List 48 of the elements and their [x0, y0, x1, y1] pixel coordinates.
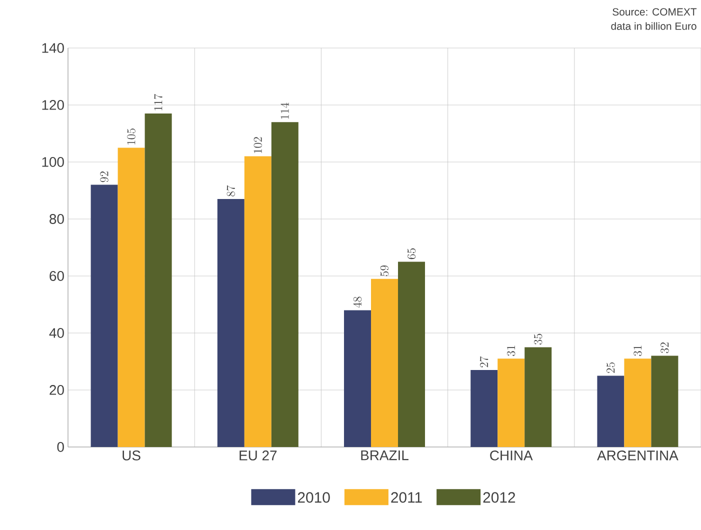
data-label: 65 [407, 248, 416, 260]
bar [118, 148, 145, 447]
bar [217, 199, 244, 447]
bar [524, 347, 552, 447]
x-tick-label: US [122, 450, 140, 460]
data-label: 25 [606, 362, 615, 373]
source-note: Source: COMEXT [612, 8, 697, 16]
y-tick-label: 80 [50, 214, 64, 224]
bar [144, 114, 172, 447]
x-tick-label: CHINA [490, 450, 533, 460]
data-label: 48 [353, 296, 362, 308]
x-tick-label: ARGENTINA [597, 450, 678, 460]
bar [470, 370, 498, 447]
y-tick-label: 20 [50, 385, 64, 395]
x-tick-label: BRAZIL [361, 450, 408, 460]
legend-label: 2012 [483, 492, 516, 503]
y-tick-label: 60 [50, 271, 64, 281]
data-label: 102 [254, 137, 262, 154]
bar [371, 278, 398, 447]
bar [271, 122, 298, 447]
y-tick-label: 0 [57, 442, 64, 452]
bar [90, 184, 118, 447]
data-label: 117 [154, 94, 162, 110]
data-label: 87 [226, 185, 236, 196]
y-tick-label: 100 [42, 157, 64, 167]
bar [344, 310, 371, 447]
data-label: 114 [280, 102, 289, 119]
y-tick-label: 140 [42, 43, 64, 53]
bar [651, 356, 678, 447]
data-label: 31 [507, 346, 516, 356]
data-label: 35 [534, 334, 542, 345]
data-label: 27 [480, 356, 488, 368]
bar [244, 156, 272, 447]
data-label: 105 [127, 128, 136, 144]
data-label: 92 [100, 171, 108, 182]
bar [498, 358, 525, 447]
data-label: 59 [380, 265, 389, 276]
data-label: 31 [634, 346, 642, 356]
bar [624, 358, 652, 447]
legend-label: 2010 [298, 492, 330, 503]
legend-label: 2011 [391, 492, 422, 503]
data-label: 32 [660, 342, 669, 354]
x-tick-label: EU 27 [240, 450, 277, 460]
bar [597, 376, 624, 447]
bar [398, 262, 425, 447]
y-tick-label: 120 [42, 100, 64, 110]
text: data in billion Euro [611, 22, 696, 30]
y-tick-label: 40 [49, 328, 64, 338]
